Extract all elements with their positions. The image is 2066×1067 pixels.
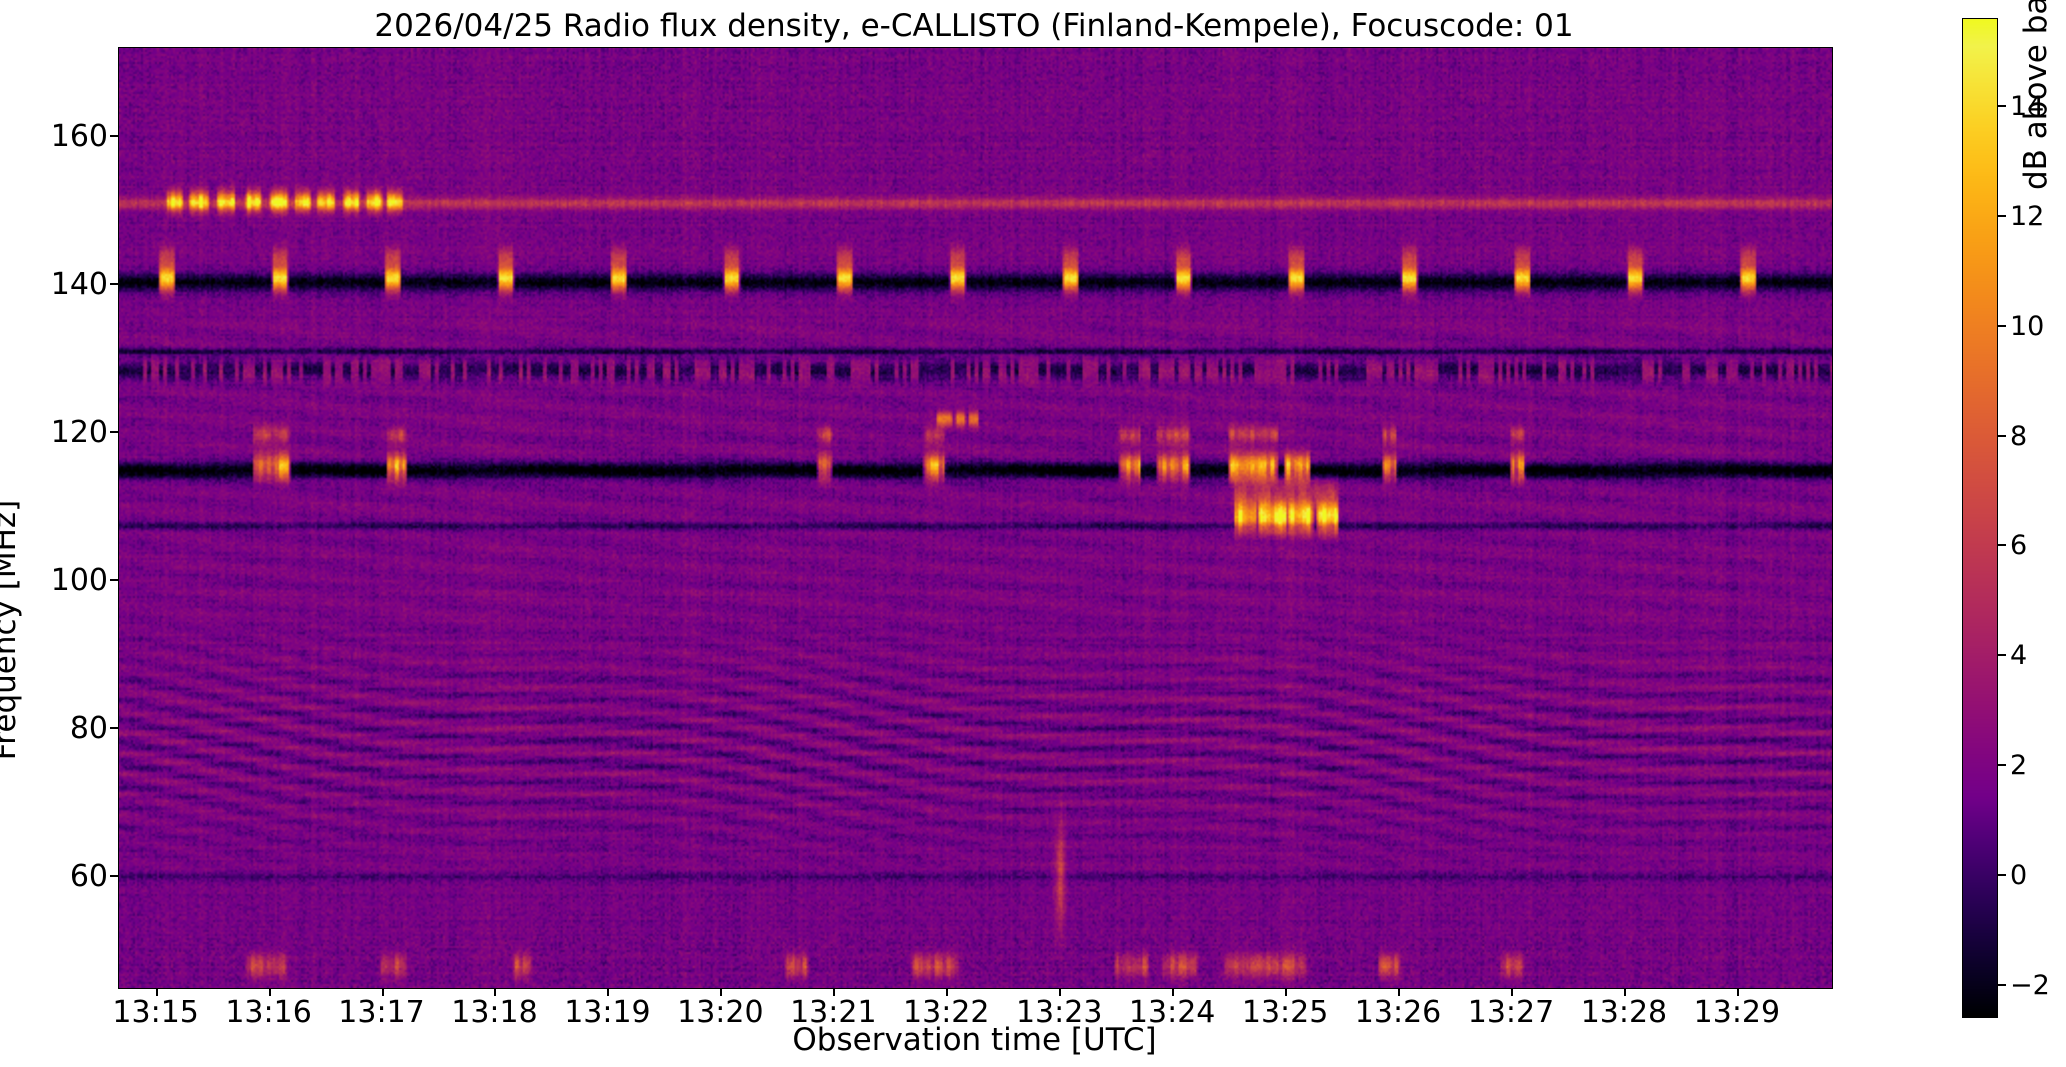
colorbar-tick-label: 14 <box>2010 90 2045 122</box>
x-tick-mark <box>946 988 949 996</box>
x-tick-label: 13:27 <box>1467 995 1555 1030</box>
x-tick-label: 13:21 <box>790 995 877 1030</box>
colorbar-tick-mark <box>1998 214 2006 217</box>
x-tick-label: 13:22 <box>903 995 990 1030</box>
x-tick-label: 13:17 <box>338 995 425 1030</box>
x-tick-mark <box>268 988 271 996</box>
x-tick-mark <box>833 988 836 996</box>
colorbar-gradient <box>1962 18 1998 1018</box>
x-tick-mark <box>1059 988 1062 996</box>
x-tick-label: 13:26 <box>1354 995 1442 1030</box>
y-tick-mark <box>110 282 118 285</box>
colorbar-tick-label: 8 <box>2010 420 2028 452</box>
x-tick-label: 13:24 <box>1128 995 1216 1030</box>
colorbar-tick-label: −2 <box>2010 970 2050 1002</box>
x-tick-label: 13:19 <box>564 995 651 1030</box>
x-tick-label: 13:28 <box>1580 995 1668 1030</box>
x-axis-label: Observation time [UTC] <box>792 1022 1157 1058</box>
x-tick-mark <box>155 988 158 996</box>
colorbar[interactable]: 14 12 10 8 6 4 2 0 −2 <box>1962 18 2050 1018</box>
y-tick-label: 60 <box>69 858 108 894</box>
x-tick-mark <box>494 988 497 996</box>
y-tick-label: 100 <box>50 562 108 598</box>
colorbar-tick-label: 12 <box>2010 200 2045 232</box>
colorbar-tick-label: 0 <box>2010 860 2028 892</box>
x-tick-mark <box>381 988 384 996</box>
spectrogram-axes[interactable] <box>118 47 1833 989</box>
x-tick-mark <box>1623 988 1626 996</box>
x-tick-label: 13:15 <box>112 995 199 1030</box>
colorbar-tick-mark <box>1998 104 2006 107</box>
colorbar-tick-mark <box>1998 764 2006 767</box>
y-tick-label: 160 <box>50 118 108 154</box>
x-tick-mark <box>1510 988 1513 996</box>
y-tick-mark <box>110 430 118 433</box>
x-tick-mark <box>720 988 723 996</box>
y-tick-mark <box>110 874 118 877</box>
y-tick-label: 120 <box>50 414 108 450</box>
x-tick-mark <box>1172 988 1175 996</box>
y-tick-label: 80 <box>69 710 108 746</box>
x-tick-mark <box>1398 988 1401 996</box>
spectrogram-image <box>119 48 1832 988</box>
x-tick-label: 13:18 <box>451 995 538 1030</box>
colorbar-tick-label: 4 <box>2010 640 2028 672</box>
x-tick-label: 13:16 <box>225 995 312 1030</box>
y-tick-mark <box>110 726 118 729</box>
y-axis-label: Frequency [MHz] <box>0 499 23 761</box>
colorbar-tick-mark <box>1998 654 2006 657</box>
colorbar-tick-mark <box>1998 984 2006 987</box>
colorbar-tick-mark <box>1998 874 2006 877</box>
y-tick-label: 140 <box>50 266 108 302</box>
x-tick-label: 13:25 <box>1241 995 1329 1030</box>
y-tick-mark <box>110 578 118 581</box>
x-tick-mark <box>1736 988 1739 996</box>
colorbar-tick-label: 2 <box>2010 750 2028 782</box>
figure-title: 2026/04/25 Radio flux density, e-CALLIST… <box>374 8 1574 44</box>
colorbar-label: dB above background <box>2018 0 2054 190</box>
colorbar-tick-mark <box>1998 544 2006 547</box>
x-tick-label: 13:23 <box>1015 995 1103 1030</box>
colorbar-tick-mark <box>1998 434 2006 437</box>
colorbar-tick-mark <box>1998 324 2006 327</box>
x-tick-mark <box>1285 988 1288 996</box>
colorbar-tick-label: 6 <box>2010 530 2028 562</box>
x-tick-label: 13:20 <box>677 995 764 1030</box>
colorbar-tick-label: 10 <box>2010 310 2045 342</box>
x-tick-label: 13:29 <box>1693 995 1781 1030</box>
x-tick-mark <box>607 988 610 996</box>
y-tick-mark <box>110 134 118 137</box>
